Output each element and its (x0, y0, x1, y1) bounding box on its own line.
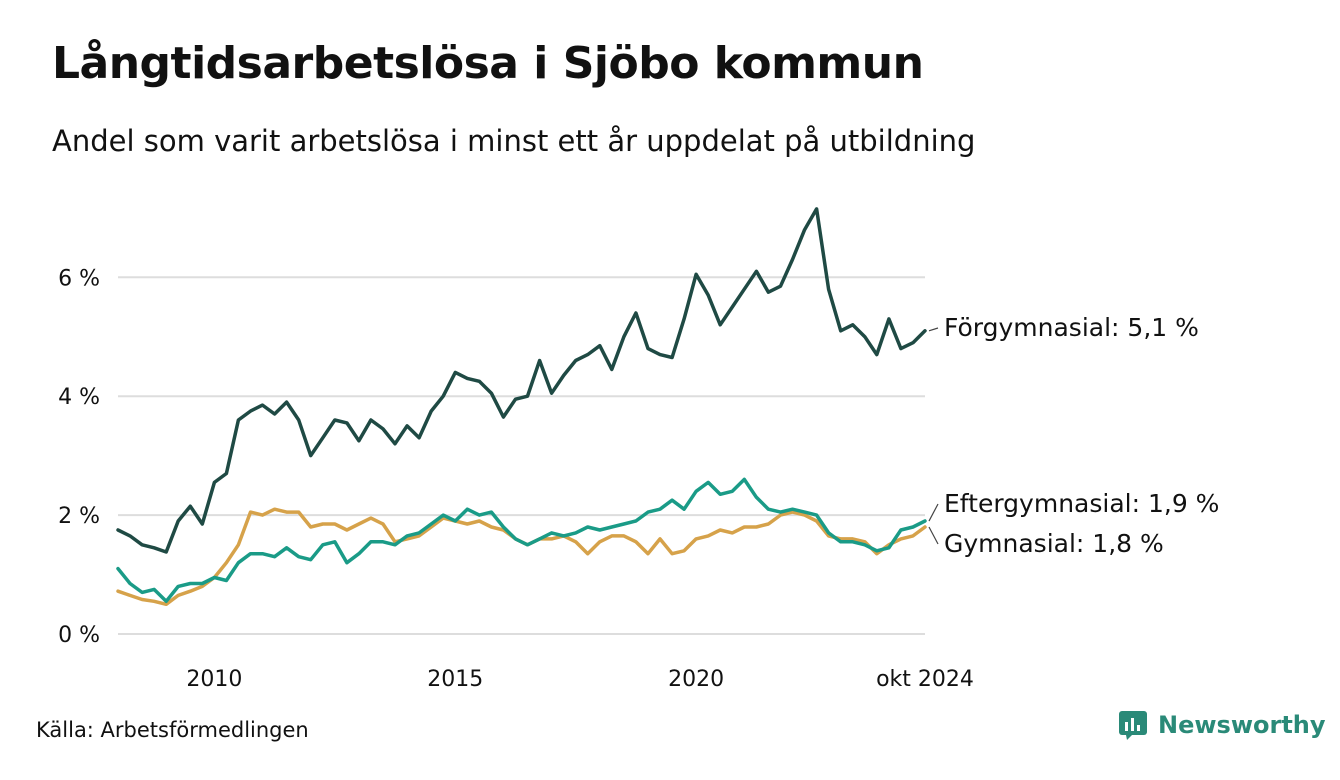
y-tick-label: 6 % (58, 266, 100, 291)
chart-title: Långtidsarbetslösa i Sjöbo kommun (52, 38, 924, 89)
y-tick-label: 4 % (58, 385, 100, 410)
line-chart: 0 % 2 % 4 % 6 % 2010 2015 2020 okt 2024 Förgym… (58, 207, 1219, 692)
x-tick-label: 2010 (186, 667, 242, 692)
x-tick-label: 2020 (668, 667, 724, 692)
x-axis-ticks: 2010 2015 2020 okt 2024 (186, 667, 974, 692)
label-leader-line (928, 327, 939, 332)
source-note: Källa: Arbetsförmedlingen (36, 718, 309, 742)
chart-subtitle: Andel som varit arbetslösa i minst ett å… (52, 124, 976, 158)
series-line-gymnasial (116, 507, 927, 607)
series-end-label: Eftergymnasial: 1,9 % (944, 489, 1219, 518)
series-end-label: Förgymnasial: 5,1 % (944, 313, 1199, 342)
x-tick-label: okt 2024 (876, 667, 974, 692)
series-lines (116, 207, 927, 607)
brand-logo[interactable]: Newsworthy (1118, 710, 1326, 740)
y-tick-label: 0 % (58, 623, 100, 648)
y-tick-label: 2 % (58, 504, 100, 529)
series-end-labels: Förgymnasial: 5,1 % Eftergymnasial: 1,9 %… (928, 313, 1219, 558)
newsworthy-logo-icon (1119, 711, 1147, 740)
brand-name: Newsworthy (1158, 711, 1326, 739)
series-end-label: Gymnasial: 1,8 % (944, 529, 1164, 558)
label-leader-line (928, 526, 939, 545)
label-leader-line (928, 503, 939, 522)
y-axis-ticks: 0 % 2 % 4 % 6 % (58, 266, 100, 648)
series-line-eftergymnasial (116, 477, 927, 604)
x-tick-label: 2015 (427, 667, 483, 692)
series-line-förgymnasial (116, 207, 927, 554)
gridlines (118, 276, 925, 635)
